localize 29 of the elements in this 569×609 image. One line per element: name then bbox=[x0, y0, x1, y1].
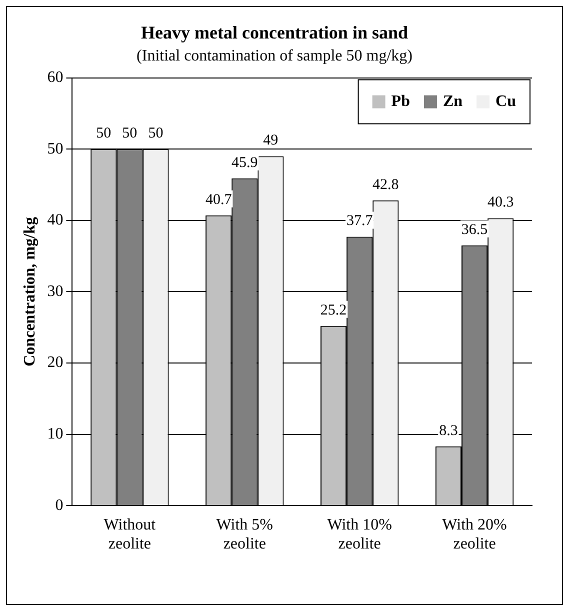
data-label: 50 bbox=[148, 126, 164, 142]
data-label: 45.9 bbox=[232, 154, 258, 171]
y-tick-label: 60 bbox=[47, 69, 64, 86]
data-label: 37.7 bbox=[346, 213, 374, 230]
data-label: 49 bbox=[263, 132, 278, 149]
legend-label: Pb bbox=[391, 92, 410, 110]
y-tick-label: 50 bbox=[47, 140, 64, 158]
x-tick-label: Without zeolite bbox=[104, 516, 156, 553]
data-label: 25.2 bbox=[320, 302, 347, 318]
chart-title: Heavy metal concentration in sand bbox=[141, 22, 408, 42]
y-tick-label: 20 bbox=[47, 354, 64, 372]
data-label: 50 bbox=[96, 126, 112, 142]
data-label: 36.5 bbox=[461, 222, 488, 238]
data-label: 50 bbox=[122, 126, 138, 142]
legend-label: Zn bbox=[442, 92, 463, 110]
legend-label: Cu bbox=[496, 92, 516, 110]
x-tick-label: With 20% zeolite bbox=[442, 516, 507, 553]
data-label: 40.7 bbox=[205, 192, 232, 208]
y-axis-title: Concentration, mg/kg bbox=[22, 217, 39, 366]
x-tick-label: With 10% zeolite bbox=[327, 516, 392, 553]
data-label: 42.8 bbox=[372, 176, 399, 193]
y-tick-label: 0 bbox=[55, 496, 64, 514]
y-tick-label: 40 bbox=[47, 212, 64, 229]
y-tick-label: 30 bbox=[47, 282, 64, 300]
data-label: 8.3 bbox=[439, 422, 458, 439]
y-tick-label: 10 bbox=[47, 426, 64, 443]
x-tick-label: With 5% zeolite bbox=[216, 516, 273, 553]
data-label: 40.3 bbox=[487, 194, 514, 211]
chart-subtitle: (Initial contamination of sample 50 mg/kg) bbox=[136, 47, 412, 64]
